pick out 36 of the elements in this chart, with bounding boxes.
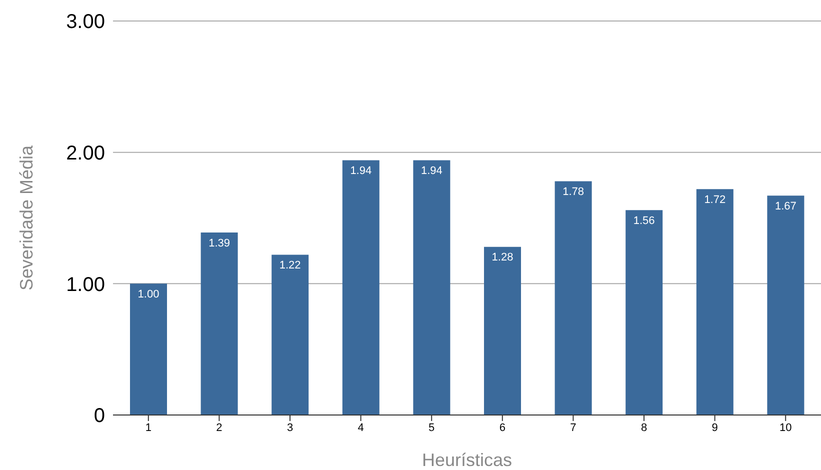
y-tick-label: 3.00 (66, 11, 105, 34)
x-tick-label: 7 (570, 422, 576, 434)
data-label: 1.00 (138, 288, 160, 300)
data-label: 1.28 (492, 252, 514, 264)
data-label: 1.56 (633, 214, 655, 227)
y-axis-title: Severidade Média (16, 144, 36, 291)
bar (554, 181, 592, 415)
x-tick-label: 8 (640, 422, 648, 434)
data-label: 1.39 (208, 237, 230, 250)
bar (200, 232, 238, 415)
bar (413, 160, 450, 415)
y-tick-label: 0 (94, 405, 105, 428)
x-tick-label: 4 (358, 422, 364, 434)
data-label: 1.94 (420, 165, 442, 178)
x-tick-label: 6 (499, 422, 506, 434)
data-label: 1.94 (350, 165, 372, 178)
y-tick-label: 1.00 (66, 274, 105, 296)
bar (130, 284, 167, 415)
data-label: 1.67 (774, 200, 796, 212)
bar (626, 210, 663, 415)
x-tick-label: 10 (779, 422, 792, 434)
x-axis-title: Heurísticas (422, 450, 512, 470)
x-tick-label: 3 (286, 422, 294, 434)
x-tick-label: 1 (145, 422, 152, 434)
y-tick-label: 2.00 (66, 142, 105, 164)
data-label: 1.78 (562, 186, 584, 198)
bar (272, 254, 309, 415)
data-label: 1.72 (704, 194, 726, 206)
x-tick-label: 5 (428, 422, 435, 434)
bar (696, 189, 734, 415)
x-tick-label: 9 (712, 422, 718, 434)
bar (484, 246, 521, 415)
data-label: 1.22 (279, 260, 301, 272)
bar (342, 160, 380, 415)
bar (767, 196, 804, 415)
x-tick-label: 2 (216, 422, 222, 434)
